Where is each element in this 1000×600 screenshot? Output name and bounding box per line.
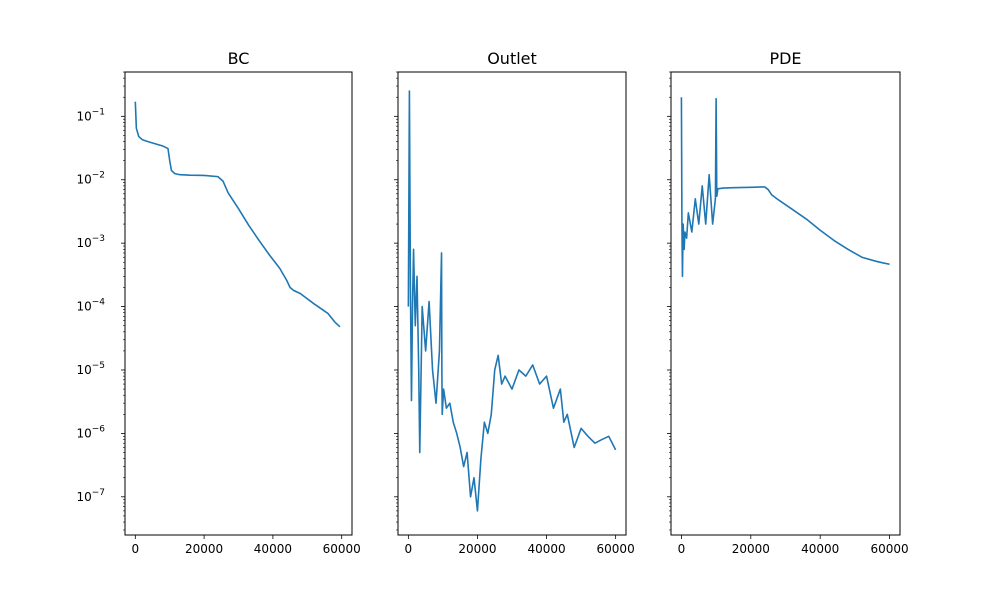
panel-pde: PDE 0 20000 40000 60000 xyxy=(667,49,909,556)
x-tick-label: 40000 xyxy=(254,542,292,556)
x-tick-label: 40000 xyxy=(801,542,839,556)
x-tick-label: 20000 xyxy=(185,542,223,556)
panel-title: Outlet xyxy=(487,49,537,68)
panel-title: PDE xyxy=(769,49,801,68)
y-tick-exponent: −3 xyxy=(92,234,105,244)
y-tick-exponent: −7 xyxy=(92,488,105,498)
series-line xyxy=(680,97,890,278)
x-tick-label: 60000 xyxy=(870,542,908,556)
x-tick-label: 60000 xyxy=(597,542,635,556)
y-tick-exponent: −4 xyxy=(92,298,106,308)
y-tick-exponent: −1 xyxy=(92,107,105,117)
series-line xyxy=(134,101,341,328)
x-tick-label: 60000 xyxy=(323,542,361,556)
panel-outlet: Outlet 0 20000 40000 60000 xyxy=(394,49,635,556)
axes-frame xyxy=(124,71,353,536)
series-line xyxy=(407,90,617,512)
y-tick-exponent: −5 xyxy=(92,361,105,371)
x-tick-label: 20000 xyxy=(732,542,770,556)
x-tick-label: 0 xyxy=(405,542,413,556)
plot-area xyxy=(680,97,890,278)
plot-area xyxy=(134,101,341,328)
plot-area xyxy=(407,90,617,512)
y-tick-exponent: −6 xyxy=(92,424,106,434)
axes-frame xyxy=(397,71,627,536)
x-tick-label: 40000 xyxy=(527,542,565,556)
y-tick-exponent: −2 xyxy=(92,171,105,181)
x-tick-label: 20000 xyxy=(458,542,496,556)
x-tick-label: 0 xyxy=(131,542,139,556)
x-tick-label: 0 xyxy=(678,542,686,556)
axes-frame xyxy=(670,71,901,536)
panel-title: BC xyxy=(228,49,250,68)
